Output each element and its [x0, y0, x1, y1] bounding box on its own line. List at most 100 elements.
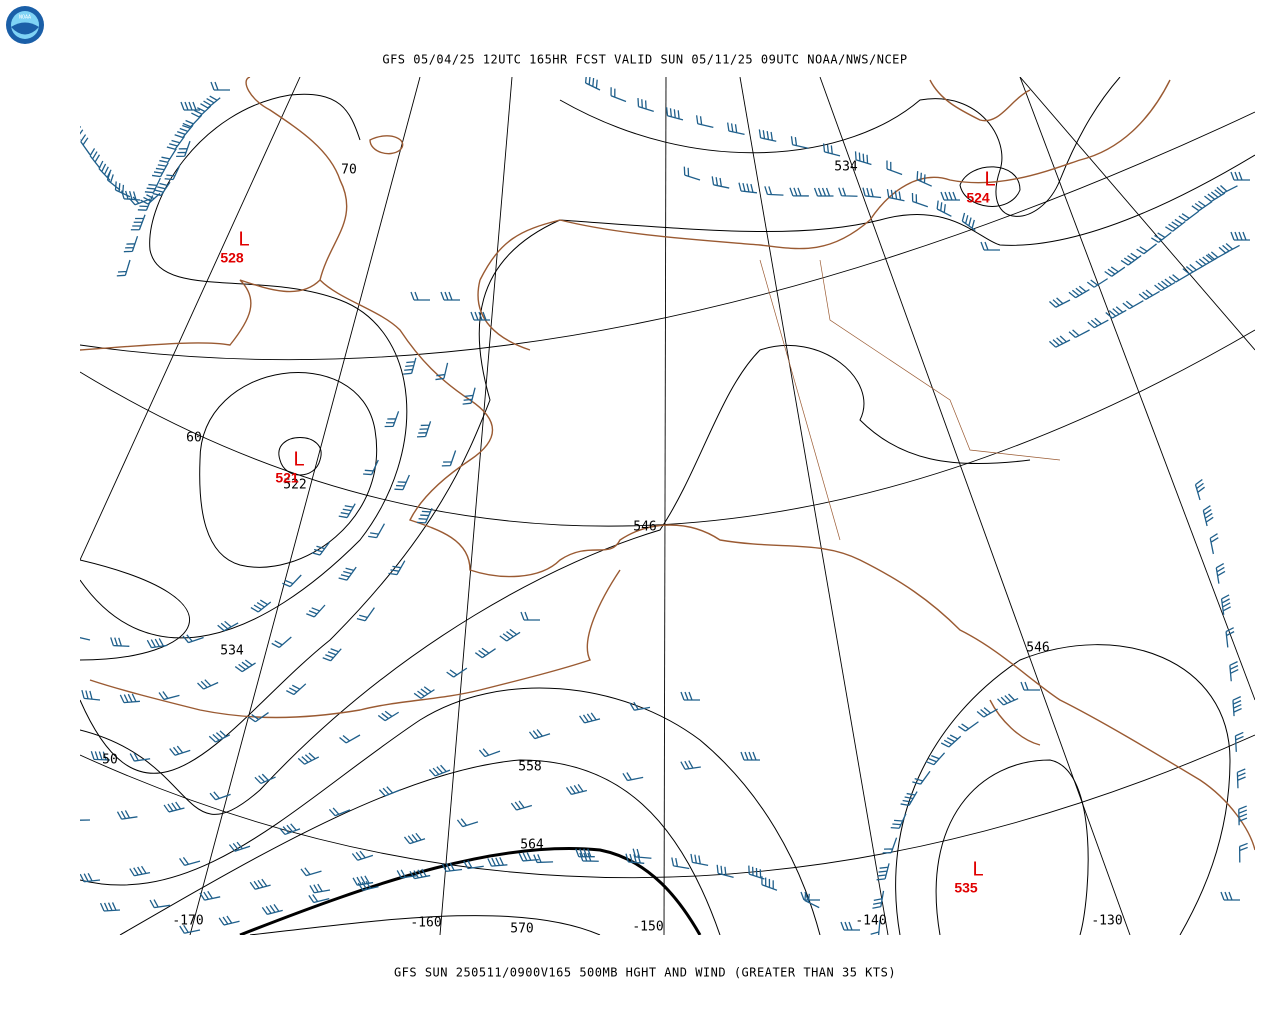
meridian	[739, 77, 889, 935]
wind-barb	[158, 691, 180, 701]
wind-barb	[764, 186, 784, 196]
contour	[80, 344, 1031, 815]
wind-barb	[822, 143, 841, 157]
wind-barb	[520, 611, 540, 621]
wind-barb	[1087, 317, 1109, 329]
wind-barb	[680, 760, 701, 770]
longitude-label: -130	[1091, 914, 1122, 929]
wind-barb	[247, 712, 269, 723]
wind-barb	[403, 832, 426, 845]
wind-barb	[435, 362, 449, 381]
wind-barb	[1104, 266, 1126, 277]
wind-barb	[695, 115, 714, 129]
contour	[80, 687, 821, 935]
wind-barb	[130, 214, 146, 231]
wind-barb	[271, 636, 292, 649]
wind-barb	[351, 850, 374, 861]
wind-barb	[1236, 768, 1246, 789]
wind-barb	[261, 904, 283, 916]
wind-barb	[1209, 533, 1219, 555]
wind-barb	[106, 171, 121, 191]
contour-bold	[239, 846, 702, 935]
wind-barb	[217, 620, 239, 632]
wind-barb	[119, 693, 140, 704]
wind-barb	[882, 837, 898, 854]
noaa-logo: NOAA	[6, 6, 44, 44]
wind-barb	[254, 773, 276, 785]
wind-barb	[840, 921, 860, 931]
wind-barb	[210, 81, 230, 91]
wind-barb	[758, 129, 777, 142]
wind-barb	[1216, 184, 1238, 194]
wind-barb	[738, 182, 758, 194]
latitude-label: 50	[102, 753, 118, 768]
wind-barb	[311, 541, 330, 556]
parallel	[80, 329, 1255, 527]
wind-barbs	[80, 77, 1250, 935]
wind-barb	[980, 241, 1000, 251]
coast	[479, 79, 1171, 281]
wind-barb	[410, 291, 430, 301]
wind-barb	[499, 628, 521, 642]
wind-barb	[854, 151, 872, 166]
wind-barb	[394, 474, 410, 491]
wind-barb	[862, 187, 882, 199]
wind-barb	[463, 860, 484, 870]
wind-barb	[579, 712, 601, 724]
wind-barb	[174, 124, 194, 139]
wind-barb	[584, 77, 601, 91]
wind-barb	[98, 160, 112, 181]
meridian	[439, 77, 513, 935]
wind-barb	[622, 772, 644, 782]
wind-barb	[129, 865, 151, 877]
wind-barb	[1048, 335, 1071, 348]
wind-barb	[338, 503, 356, 519]
meridian	[819, 77, 1131, 935]
wind-barb	[249, 878, 271, 890]
wind-barb	[413, 686, 435, 699]
wind-barb	[470, 311, 490, 321]
wind-barb	[208, 730, 231, 743]
coast	[80, 279, 1255, 851]
wind-barb	[306, 604, 326, 618]
wind-barb	[80, 819, 91, 821]
wind-barb	[378, 786, 401, 797]
wind-barb	[629, 701, 651, 711]
border	[759, 259, 841, 541]
low-symbol: L	[238, 228, 249, 250]
wind-barb	[440, 291, 460, 301]
wind-barb	[961, 212, 976, 232]
wind-barb	[1191, 200, 1213, 212]
wind-barb	[1220, 891, 1240, 901]
contour	[935, 759, 1089, 935]
wind-barb	[940, 734, 962, 748]
wind-barb	[356, 607, 375, 622]
height-contours	[80, 77, 1255, 935]
wind-barb	[528, 729, 551, 740]
wind-barb	[297, 752, 320, 765]
wind-barb	[1154, 278, 1176, 292]
wind-barb	[428, 764, 451, 777]
borders	[759, 259, 1061, 541]
wind-barb	[1068, 329, 1090, 338]
wind-barb	[740, 751, 760, 761]
contour-label: 570	[510, 922, 533, 937]
wind-barb	[116, 259, 131, 277]
wind-barb	[690, 853, 709, 867]
contour	[80, 154, 1255, 774]
border	[819, 259, 1061, 461]
wind-barb	[322, 648, 342, 662]
contour	[895, 644, 1231, 935]
wind-barb	[637, 98, 654, 112]
contour-label: 522	[283, 478, 306, 493]
low-value: 521	[275, 470, 299, 486]
wind-barb	[957, 721, 979, 732]
island	[369, 135, 404, 155]
wind-barb	[872, 890, 885, 909]
wind-barb	[1204, 189, 1226, 202]
coast	[929, 79, 1031, 122]
wind-barb	[976, 707, 998, 718]
contour	[249, 915, 601, 935]
wind-barb	[163, 801, 185, 813]
